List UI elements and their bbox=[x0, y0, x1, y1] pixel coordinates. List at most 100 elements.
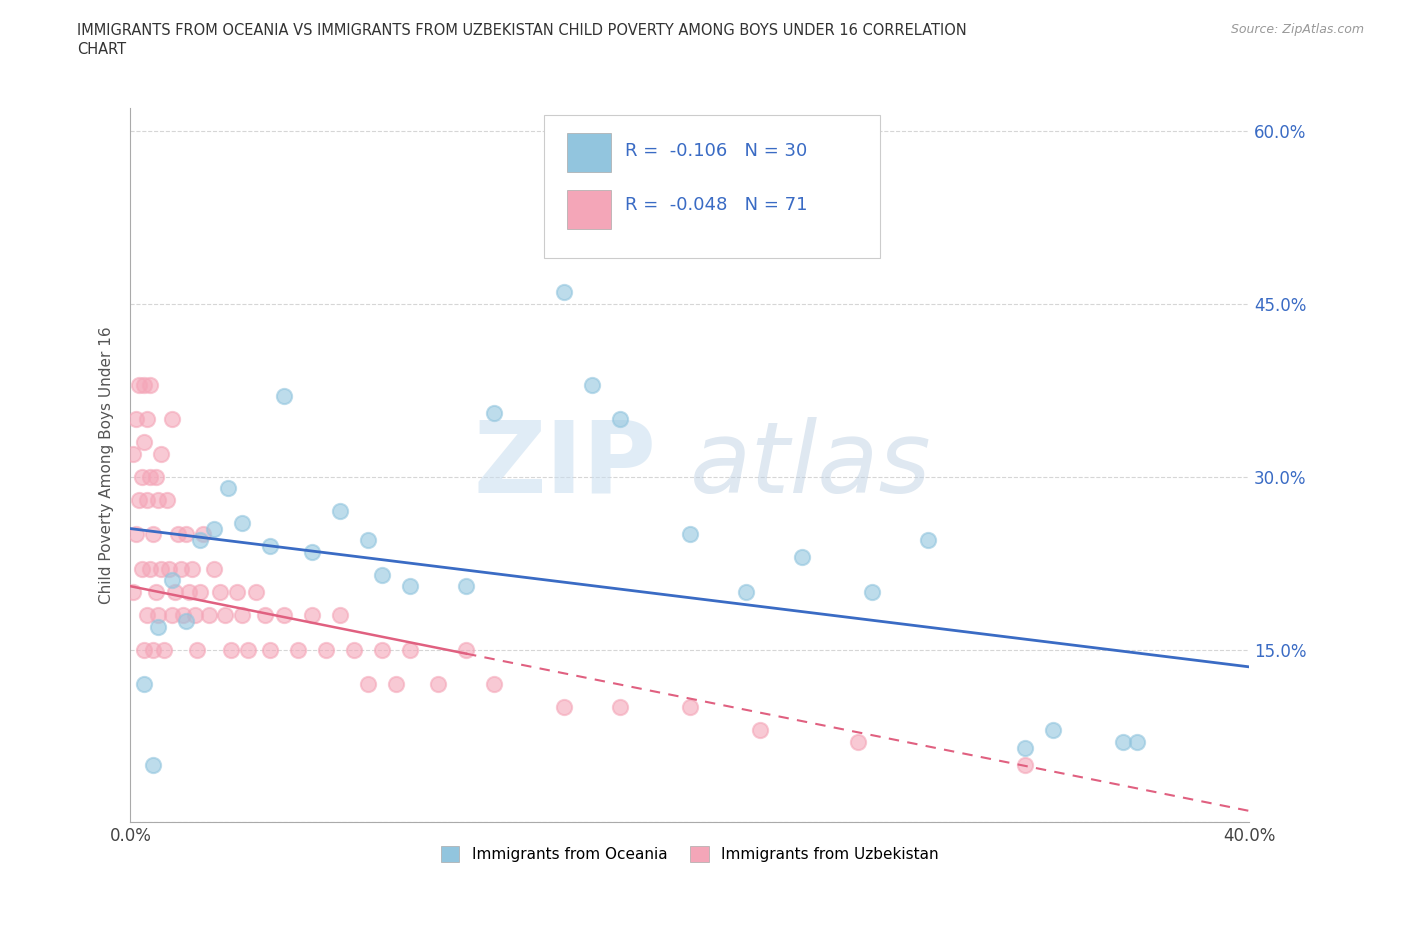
Point bbox=[148, 607, 170, 622]
Point bbox=[142, 527, 165, 542]
Point bbox=[139, 470, 162, 485]
Point bbox=[159, 562, 181, 577]
Point bbox=[734, 585, 756, 600]
Point bbox=[131, 470, 153, 485]
Point bbox=[790, 550, 813, 565]
Point bbox=[177, 585, 200, 600]
Point bbox=[329, 607, 352, 622]
Point bbox=[287, 642, 309, 657]
Point bbox=[142, 757, 165, 772]
Point bbox=[134, 642, 156, 657]
Point bbox=[357, 533, 380, 548]
Point bbox=[148, 492, 170, 507]
Text: ZIP: ZIP bbox=[474, 417, 657, 513]
Point bbox=[134, 434, 156, 449]
Point bbox=[1126, 735, 1149, 750]
Point bbox=[259, 642, 281, 657]
Point bbox=[197, 607, 219, 622]
Point bbox=[136, 412, 159, 427]
Point bbox=[1112, 735, 1135, 750]
Point bbox=[609, 699, 631, 714]
Point bbox=[454, 642, 477, 657]
Point bbox=[329, 504, 352, 519]
Point bbox=[183, 607, 205, 622]
Text: Source: ZipAtlas.com: Source: ZipAtlas.com bbox=[1230, 23, 1364, 36]
Point bbox=[145, 585, 167, 600]
Point bbox=[399, 642, 422, 657]
Point bbox=[245, 585, 267, 600]
Point bbox=[153, 642, 176, 657]
Point bbox=[150, 562, 173, 577]
FancyBboxPatch shape bbox=[567, 190, 612, 230]
Point bbox=[219, 642, 242, 657]
Point bbox=[1014, 740, 1036, 755]
Point bbox=[427, 677, 450, 692]
Point bbox=[162, 412, 184, 427]
Point bbox=[315, 642, 337, 657]
Point bbox=[136, 607, 159, 622]
Point bbox=[679, 527, 702, 542]
Point bbox=[301, 544, 323, 559]
Point bbox=[131, 562, 153, 577]
Point bbox=[679, 699, 702, 714]
Point bbox=[180, 562, 202, 577]
Point bbox=[748, 723, 770, 737]
Point bbox=[125, 412, 148, 427]
Point bbox=[165, 585, 187, 600]
Text: IMMIGRANTS FROM OCEANIA VS IMMIGRANTS FROM UZBEKISTAN CHILD POVERTY AMONG BOYS U: IMMIGRANTS FROM OCEANIA VS IMMIGRANTS FR… bbox=[77, 23, 967, 38]
Point bbox=[142, 642, 165, 657]
Point bbox=[860, 585, 883, 600]
Point bbox=[148, 619, 170, 634]
Point bbox=[145, 470, 167, 485]
Point bbox=[186, 642, 208, 657]
Point bbox=[170, 562, 193, 577]
Point bbox=[134, 677, 156, 692]
Point bbox=[128, 377, 150, 392]
Point bbox=[136, 492, 159, 507]
Point bbox=[174, 614, 197, 629]
Point bbox=[125, 527, 148, 542]
Point bbox=[188, 585, 211, 600]
Text: R =  -0.048   N = 71: R = -0.048 N = 71 bbox=[624, 196, 807, 214]
Point bbox=[217, 481, 239, 496]
Point bbox=[162, 607, 184, 622]
Legend: Immigrants from Oceania, Immigrants from Uzbekistan: Immigrants from Oceania, Immigrants from… bbox=[434, 840, 945, 869]
Text: atlas: atlas bbox=[690, 417, 931, 513]
Point bbox=[917, 533, 939, 548]
Point bbox=[357, 677, 380, 692]
Point bbox=[191, 527, 214, 542]
Point bbox=[172, 607, 194, 622]
Point bbox=[134, 377, 156, 392]
Text: R =  -0.106   N = 30: R = -0.106 N = 30 bbox=[624, 141, 807, 160]
Point bbox=[236, 642, 259, 657]
Point bbox=[609, 412, 631, 427]
Point bbox=[846, 735, 869, 750]
Point bbox=[122, 446, 145, 461]
Point bbox=[162, 573, 184, 588]
Point bbox=[122, 585, 145, 600]
Point bbox=[553, 699, 575, 714]
Point bbox=[1042, 723, 1064, 737]
Point bbox=[231, 607, 253, 622]
Point bbox=[482, 405, 505, 420]
Point bbox=[1014, 757, 1036, 772]
Point bbox=[371, 642, 394, 657]
Point bbox=[188, 533, 211, 548]
Point bbox=[253, 607, 276, 622]
Point bbox=[259, 538, 281, 553]
Point bbox=[454, 578, 477, 593]
Y-axis label: Child Poverty Among Boys Under 16: Child Poverty Among Boys Under 16 bbox=[100, 326, 114, 604]
Point bbox=[139, 562, 162, 577]
Point bbox=[202, 562, 225, 577]
Point bbox=[202, 521, 225, 536]
Point bbox=[273, 389, 295, 404]
Point bbox=[385, 677, 408, 692]
Point bbox=[214, 607, 236, 622]
Point bbox=[343, 642, 366, 657]
Point bbox=[371, 567, 394, 582]
Point bbox=[225, 585, 247, 600]
Point bbox=[156, 492, 179, 507]
Point bbox=[167, 527, 190, 542]
Point bbox=[553, 285, 575, 299]
Point bbox=[301, 607, 323, 622]
